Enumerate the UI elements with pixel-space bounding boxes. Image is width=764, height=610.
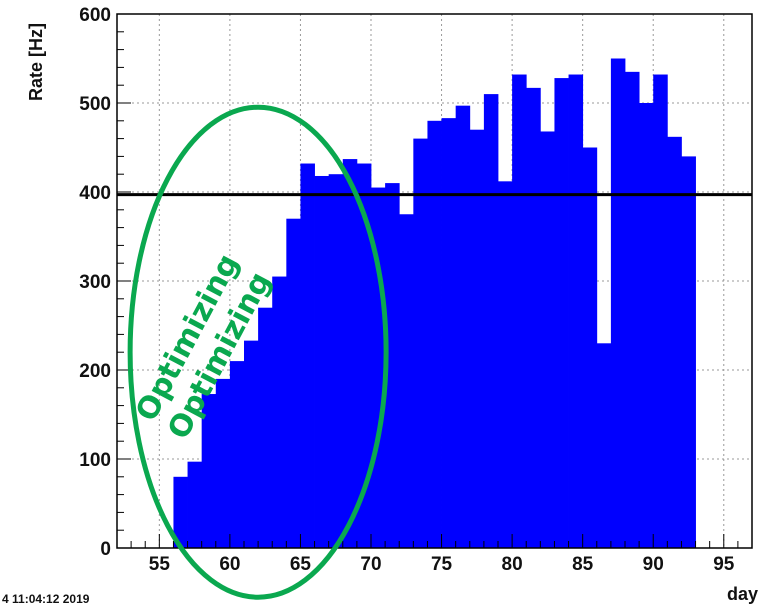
- histogram-bar: [399, 214, 414, 548]
- y-tick-label: 500: [79, 94, 111, 115]
- x-tick-label: 60: [219, 554, 240, 575]
- annotation-ellipse: [127, 104, 389, 600]
- y-axis-label: Rate [Hz]: [26, 23, 46, 101]
- histogram-bar: [469, 129, 485, 548]
- x-tick-label: 65: [290, 554, 312, 575]
- histogram-bar: [625, 71, 640, 548]
- histogram-bar: [554, 78, 569, 548]
- histogram-bar: [667, 136, 682, 548]
- histogram-bar: [610, 58, 626, 548]
- histogram-bar: [596, 343, 612, 548]
- y-tick-label: 100: [79, 450, 111, 471]
- histogram-bars: [173, 58, 696, 549]
- histogram-bar: [356, 163, 372, 548]
- axis-ticks: [116, 13, 753, 549]
- histogram-bar: [681, 156, 696, 548]
- histogram-bar: [385, 183, 400, 548]
- y-tick-label: 200: [79, 361, 111, 382]
- histogram-bar: [201, 394, 217, 548]
- histogram-bar: [215, 378, 231, 548]
- y-tick-label: 0: [100, 539, 111, 560]
- histogram-bar: [272, 276, 287, 548]
- x-axis-label: day: [727, 584, 758, 604]
- x-tick-label: 55: [149, 554, 171, 575]
- histogram-bar: [328, 174, 344, 548]
- histogram-bar: [187, 461, 203, 548]
- histogram-bar: [498, 181, 513, 548]
- histogram-bar: [540, 131, 555, 549]
- x-tick-label: 70: [360, 554, 381, 575]
- tick-labels: 55 60 65 70 75 80 85 90 95 0 100 200 300 400 500 600: [79, 5, 734, 575]
- histogram-bar: [342, 159, 358, 548]
- histogram-bar: [258, 307, 273, 548]
- histogram-bar: [314, 175, 330, 549]
- x-tick-label: 75: [431, 554, 453, 575]
- histogram-bar: [512, 74, 527, 549]
- y-tick-label: 400: [79, 183, 111, 204]
- histogram-bar: [455, 105, 471, 549]
- y-tick-label: 300: [79, 272, 111, 293]
- histogram-bar: [639, 103, 654, 548]
- histogram-bar: [582, 147, 598, 548]
- histogram-bar: [229, 361, 245, 548]
- histogram-bar: [526, 87, 541, 549]
- histogram-bar: [427, 120, 442, 549]
- histogram-bar: [441, 118, 457, 548]
- x-tick-label: 95: [713, 554, 735, 575]
- histogram-bar: [300, 163, 315, 548]
- y-tick-label: 600: [79, 5, 111, 26]
- histogram-bar: [286, 218, 301, 548]
- histogram-bar: [568, 74, 584, 549]
- x-tick-label: 85: [572, 554, 594, 575]
- timestamp-text: 4 11:04:12 2019: [2, 592, 90, 606]
- histogram-bar: [653, 74, 668, 549]
- histogram-bar: [413, 138, 428, 548]
- histogram-bar: [244, 340, 259, 548]
- x-tick-label: 80: [502, 554, 523, 575]
- x-tick-label: 90: [643, 554, 664, 575]
- histogram-bar: [483, 94, 499, 548]
- histogram-bar: [173, 476, 188, 548]
